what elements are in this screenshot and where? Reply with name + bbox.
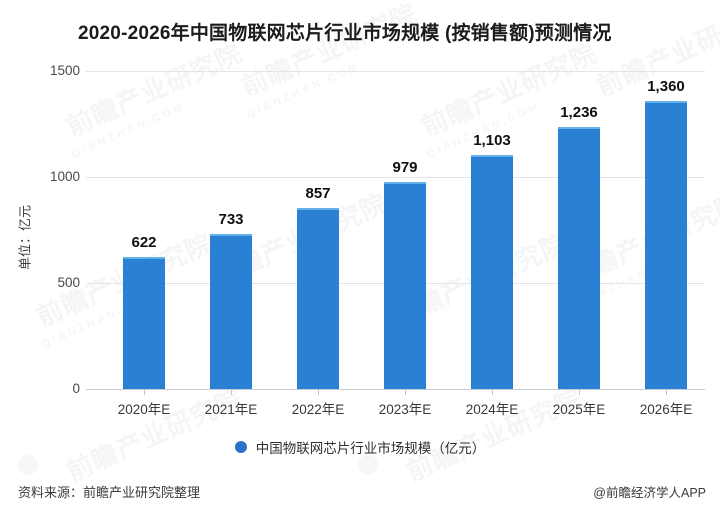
bar-2023[interactable] xyxy=(384,182,426,389)
x-tick-label-2022: 2022年E xyxy=(291,402,345,417)
gridline-1500 xyxy=(86,71,705,72)
brand-note: @前瞻经济学人APP xyxy=(593,486,706,500)
bar-2024[interactable] xyxy=(471,155,513,389)
bar-value-label: 1,103 xyxy=(473,132,511,149)
x-tick-label-2020: 2020年E xyxy=(117,402,171,417)
bar-top-highlight xyxy=(210,234,252,236)
gridline-1000 xyxy=(86,177,705,178)
legend-item-label[interactable]: 中国物联网芯片行业市场规模（亿元） xyxy=(255,441,486,456)
bar-top-highlight xyxy=(558,127,600,129)
bar-value-label: 857 xyxy=(305,185,331,202)
bar-top-highlight xyxy=(297,208,339,210)
y-axis-unit-label: 单位：亿元 xyxy=(17,205,33,271)
x-tick-mark xyxy=(492,389,493,395)
y-tick-label: 500 xyxy=(57,275,80,290)
page-title: 2020-2026年中国物联网芯片行业市场规模 (按销售额)预测情况 xyxy=(78,23,612,44)
x-tick-label-2025: 2025年E xyxy=(552,402,606,417)
bar-top-highlight xyxy=(471,155,513,157)
legend-marker-icon xyxy=(234,441,247,453)
bar-top-highlight xyxy=(384,182,426,184)
x-axis-line xyxy=(86,389,705,390)
bar-value-label: 979 xyxy=(392,159,418,176)
bar-value-label: 733 xyxy=(218,211,244,228)
chart-legend: 中国物联网芯片行业市场规模（亿元） xyxy=(0,437,720,457)
bar-2020[interactable] xyxy=(123,257,165,389)
bar-value-label: 622 xyxy=(131,234,157,251)
x-tick-mark xyxy=(405,389,406,395)
source-note: 资料来源：前瞻产业研究院整理 xyxy=(18,485,201,500)
x-tick-mark xyxy=(144,389,145,395)
x-tick-label-2023: 2023年E xyxy=(378,402,432,417)
bar-2026[interactable] xyxy=(645,101,687,389)
chart-footer: 资料来源：前瞻产业研究院整理 @前瞻经济学人APP xyxy=(0,482,720,504)
y-tick-label: 0 xyxy=(72,381,80,396)
x-tick-mark xyxy=(579,389,580,395)
bar-value-label: 1,236 xyxy=(560,104,598,121)
bar-top-highlight xyxy=(123,257,165,259)
bar-2022[interactable] xyxy=(297,208,339,389)
bar-value-label: 1,360 xyxy=(647,78,685,95)
y-tick-label: 1500 xyxy=(49,63,80,78)
x-tick-label-2024: 2024年E xyxy=(465,402,519,417)
x-tick-mark xyxy=(666,389,667,395)
bar-2025[interactable] xyxy=(558,127,600,389)
bar-2021[interactable] xyxy=(210,234,252,389)
x-tick-label-2021: 2021年E xyxy=(204,402,258,417)
x-tick-mark xyxy=(231,389,232,395)
y-tick-label: 1000 xyxy=(49,169,80,184)
x-tick-label-2026: 2026年E xyxy=(639,402,693,417)
bar-top-highlight xyxy=(645,101,687,103)
x-tick-mark xyxy=(318,389,319,395)
